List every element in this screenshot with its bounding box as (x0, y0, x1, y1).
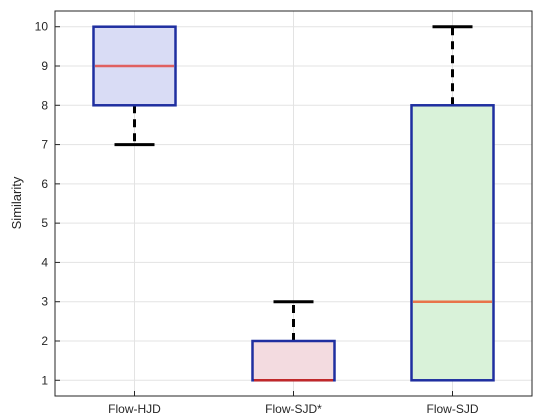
y-tick-label: 8 (41, 98, 48, 112)
y-tick-label: 3 (41, 295, 48, 309)
y-tick-label: 7 (41, 138, 48, 152)
box-flow-sjd (410, 25, 495, 382)
x-tick-label: Flow-SJD (426, 402, 478, 416)
y-tick-label: 1 (41, 373, 48, 387)
box-flow-sjd- (251, 300, 336, 382)
axis-ticks: 1 2 3 4 5 6 7 8 9 10 Flow-HJD Flow-SJD* Flow-SJD (35, 20, 479, 416)
y-tick-label: 6 (41, 177, 48, 191)
box-flow-hjd (92, 25, 177, 147)
y-tick-label: 4 (41, 255, 48, 269)
y-tick-label: 9 (41, 59, 48, 73)
x-tick-label: Flow-SJD* (265, 402, 322, 416)
y-tick-label: 5 (41, 216, 48, 230)
box-body (410, 104, 495, 382)
box-body (251, 339, 336, 382)
x-tick-label: Flow-HJD (108, 402, 161, 416)
y-tick-label: 10 (35, 20, 49, 34)
y-tick-label: 2 (41, 334, 48, 348)
box-series (92, 25, 495, 382)
y-axis-label: Similarity (9, 176, 24, 229)
